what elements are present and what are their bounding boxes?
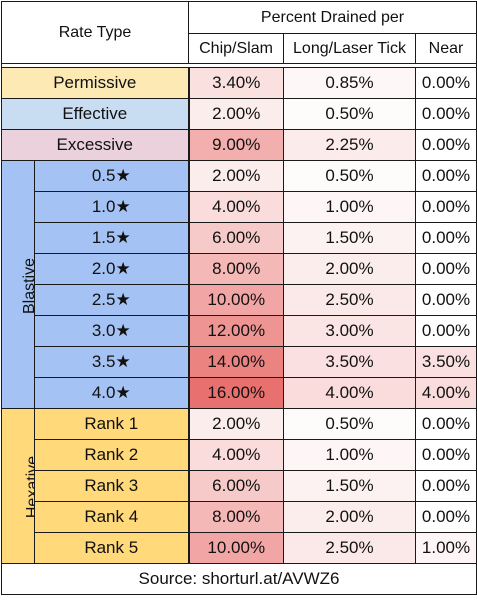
rate-row: Rank 2 4.00% 1.00% 0.00% bbox=[2, 439, 477, 471]
rate-type-header: Rate Type bbox=[0, 1, 190, 64]
near-cell: 0.00% bbox=[415, 439, 477, 471]
rate-level-label: 1.0★ bbox=[33, 191, 190, 223]
near-cell: 0.00% bbox=[415, 191, 477, 223]
chip-slam-cell: 6.00% bbox=[187, 222, 285, 254]
group-label: Blastive bbox=[21, 257, 35, 314]
rate-row: 2.5★ 10.00% 2.50% 0.00% bbox=[2, 284, 477, 316]
chip-slam-cell: 4.00% bbox=[187, 191, 285, 223]
rate-row: 4.0★ 16.00% 4.00% 4.00% bbox=[2, 377, 477, 409]
rate-level-label: 1.5★ bbox=[33, 222, 190, 254]
rate-type-label: Permissive bbox=[0, 67, 190, 99]
chip-slam-cell: 12.00% bbox=[187, 315, 285, 347]
rate-level-label: 2.5★ bbox=[33, 284, 190, 316]
rate-row: Hexative Rank 1 2.00% 0.50% 0.00% bbox=[1, 408, 477, 564]
chip-slam-cell: 3.40% bbox=[187, 67, 285, 99]
near-cell: 1.00% bbox=[415, 532, 477, 564]
chip-slam-cell: 8.00% bbox=[187, 501, 285, 533]
rate-level-label: 3.0★ bbox=[33, 315, 190, 347]
rate-row: Rank 3 6.00% 1.50% 0.00% bbox=[2, 470, 477, 502]
long-laser-tick-cell: 3.50% bbox=[283, 346, 417, 378]
rate-row: Rank 5 10.00% 2.50% 1.00% bbox=[2, 532, 477, 564]
source-note: Source: shorturl.at/AVWZ6 bbox=[0, 563, 477, 595]
rate-row: 3.5★ 14.00% 3.50% 3.50% bbox=[2, 346, 477, 378]
near-cell: 0.00% bbox=[415, 253, 477, 285]
long-laser-tick-cell: 0.50% bbox=[283, 408, 417, 440]
long-laser-tick-cell: 2.50% bbox=[283, 284, 417, 316]
near-cell: 0.00% bbox=[415, 501, 477, 533]
long-laser-tick-cell: 1.00% bbox=[283, 191, 417, 223]
rate-level-label: Rank 1 bbox=[33, 408, 190, 440]
long-laser-tick-cell: 2.00% bbox=[283, 253, 417, 285]
rate-row: Rank 4 8.00% 2.00% 0.00% bbox=[2, 501, 477, 533]
long-laser-tick-cell: 1.50% bbox=[283, 222, 417, 254]
rate-level-label: 0.5★ bbox=[33, 160, 190, 192]
long-laser-tick-cell: 1.00% bbox=[283, 439, 417, 471]
near-cell: 0.00% bbox=[415, 284, 477, 316]
percent-drained-header: Percent Drained per bbox=[188, 1, 477, 34]
chip-slam-cell: 6.00% bbox=[187, 470, 285, 502]
near-cell: 0.00% bbox=[415, 408, 477, 440]
near-cell: 0.00% bbox=[415, 98, 477, 130]
near-cell: 0.00% bbox=[415, 160, 477, 192]
chip-slam-cell: 9.00% bbox=[187, 129, 285, 161]
long-laser-tick-cell: 0.50% bbox=[283, 160, 417, 192]
chip-slam-cell: 2.00% bbox=[187, 160, 285, 192]
near-cell: 0.00% bbox=[415, 315, 477, 347]
group-label: Hexative bbox=[24, 455, 35, 519]
long-laser-tick-cell: 0.85% bbox=[283, 67, 417, 99]
long-laser-tick-cell: 0.50% bbox=[283, 98, 417, 130]
chip-slam-cell: 16.00% bbox=[187, 377, 285, 409]
chip-slam-cell: 14.00% bbox=[187, 346, 285, 378]
chip-slam-header: Chip/Slam bbox=[188, 33, 285, 64]
long-laser-tick-cell: 4.00% bbox=[283, 377, 417, 409]
chip-slam-cell: 10.00% bbox=[187, 532, 285, 564]
drain-rate-table: Rate Type Percent Drained per Chip/Slam … bbox=[0, 1, 477, 595]
group-label-cell: Blastive bbox=[1, 160, 35, 409]
long-laser-tick-cell: 2.50% bbox=[283, 532, 417, 564]
rate-row: Effective 2.00% 0.50% 0.00% bbox=[0, 98, 477, 130]
rate-row: Excessive 9.00% 2.25% 0.00% bbox=[0, 129, 477, 161]
rate-row: 3.0★ 12.00% 3.00% 0.00% bbox=[2, 315, 477, 347]
chip-slam-cell: 2.00% bbox=[187, 408, 285, 440]
rate-type-label: Effective bbox=[0, 98, 190, 130]
rate-level-label: Rank 3 bbox=[33, 470, 190, 502]
chip-slam-cell: 8.00% bbox=[187, 253, 285, 285]
near-cell: 0.00% bbox=[415, 67, 477, 99]
group-label-cell: Hexative bbox=[1, 408, 35, 564]
rate-row: 1.5★ 6.00% 1.50% 0.00% bbox=[2, 222, 477, 254]
near-header: Near bbox=[415, 33, 477, 64]
rate-level-label: Rank 4 bbox=[33, 501, 190, 533]
long-laser-tick-cell: 2.00% bbox=[283, 501, 417, 533]
rate-level-label: 4.0★ bbox=[33, 377, 190, 409]
chip-slam-cell: 10.00% bbox=[187, 284, 285, 316]
long-laser-tick-cell: 2.25% bbox=[283, 129, 417, 161]
rate-level-label: Rank 5 bbox=[33, 532, 190, 564]
rate-row: 2.0★ 8.00% 2.00% 0.00% bbox=[2, 253, 477, 285]
rate-level-label: Rank 2 bbox=[33, 439, 190, 471]
long-laser-tick-header: Long/Laser Tick bbox=[283, 33, 417, 64]
chip-slam-cell: 2.00% bbox=[187, 98, 285, 130]
chip-slam-cell: 4.00% bbox=[187, 439, 285, 471]
rate-level-label: 3.5★ bbox=[33, 346, 190, 378]
source-row: Source: shorturl.at/AVWZ6 bbox=[0, 563, 477, 595]
rate-row: 1.0★ 4.00% 1.00% 0.00% bbox=[2, 191, 477, 223]
rate-level-label: 2.0★ bbox=[33, 253, 190, 285]
near-cell: 0.00% bbox=[415, 222, 477, 254]
near-cell: 3.50% bbox=[415, 346, 477, 378]
rate-type-label: Excessive bbox=[0, 129, 190, 161]
long-laser-tick-cell: 3.00% bbox=[283, 315, 417, 347]
long-laser-tick-cell: 1.50% bbox=[283, 470, 417, 502]
near-cell: 0.00% bbox=[415, 470, 477, 502]
rate-row: Permissive 3.40% 0.85% 0.00% bbox=[0, 67, 477, 99]
rate-row: Blastive 0.5★ 2.00% 0.50% 0.00% bbox=[1, 160, 477, 409]
near-cell: 0.00% bbox=[415, 129, 477, 161]
near-cell: 4.00% bbox=[415, 377, 477, 409]
